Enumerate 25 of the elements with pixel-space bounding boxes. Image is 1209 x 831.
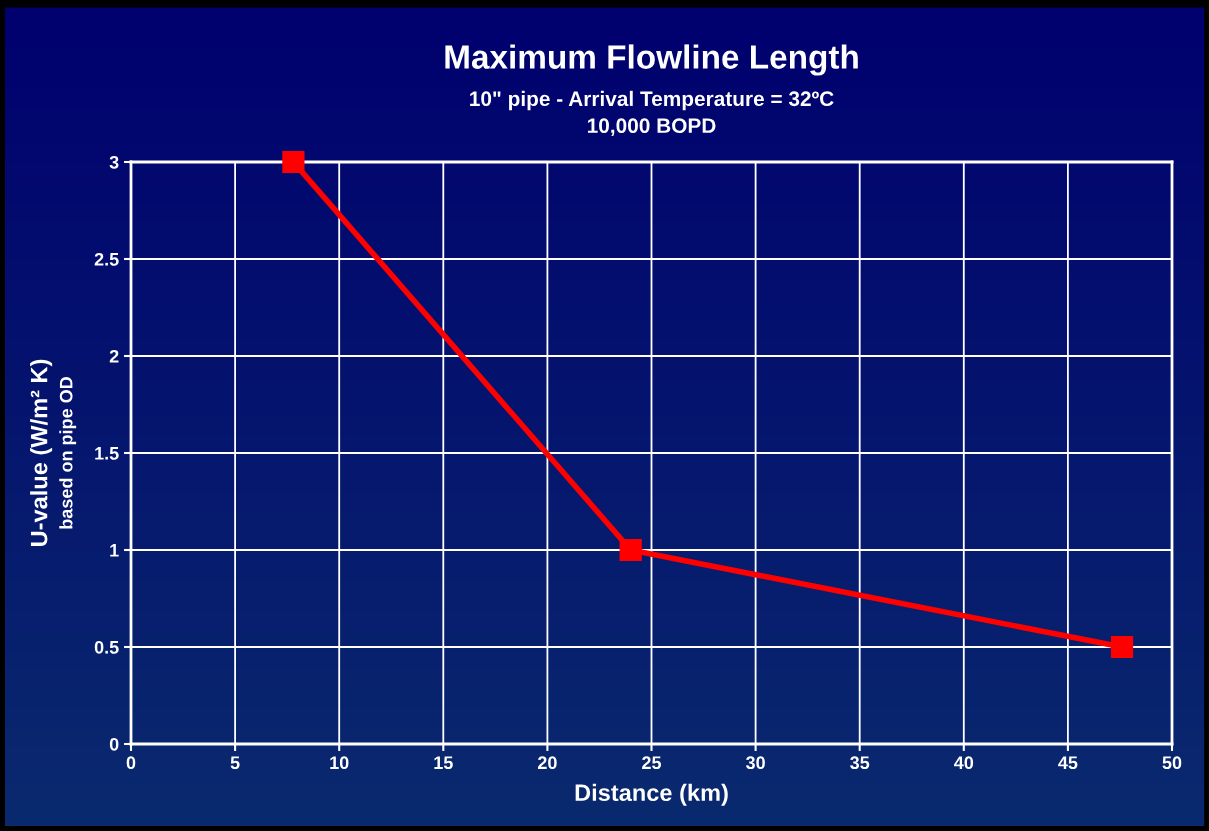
chart-title: Maximum Flowline Length — [445, 44, 858, 76]
y-tick-label: 3 — [109, 155, 119, 169]
point — [1110, 635, 1134, 659]
x-tick-label: 5 — [230, 756, 240, 770]
x-tick-label: 30 — [745, 756, 765, 770]
x-tick-label: 45 — [1058, 756, 1078, 770]
y-tick-label: 0.5 — [94, 640, 119, 654]
y-tick-label: 2.5 — [94, 252, 119, 266]
x-tick-label: 10 — [330, 756, 349, 770]
y-tick-label: 1 — [110, 544, 119, 557]
x-tick-label: 35 — [850, 756, 870, 770]
chart-subtitle: 10" pipe - Arrival Temperature = 32ºC 10,000 BOPD — [470, 90, 834, 137]
y-axis-title: U-value (W/m² K) based on pipe OD — [30, 359, 77, 547]
x-tick-label: 0 — [126, 756, 136, 770]
point — [282, 150, 305, 174]
x-tick-label: 50 — [1162, 756, 1182, 770]
x-axis-title: Distance (km) — [575, 783, 728, 806]
y-tick-label: 1.5 — [95, 447, 119, 460]
x-tick-label: 40 — [954, 756, 974, 770]
y-tick-label: 2 — [109, 349, 119, 363]
y-tick-label: 0 — [109, 737, 119, 751]
x-tick-label: 25 — [642, 756, 662, 770]
x-tick-label: 20 — [537, 756, 557, 770]
x-tick-label: 15 — [434, 756, 453, 770]
point — [619, 538, 642, 562]
